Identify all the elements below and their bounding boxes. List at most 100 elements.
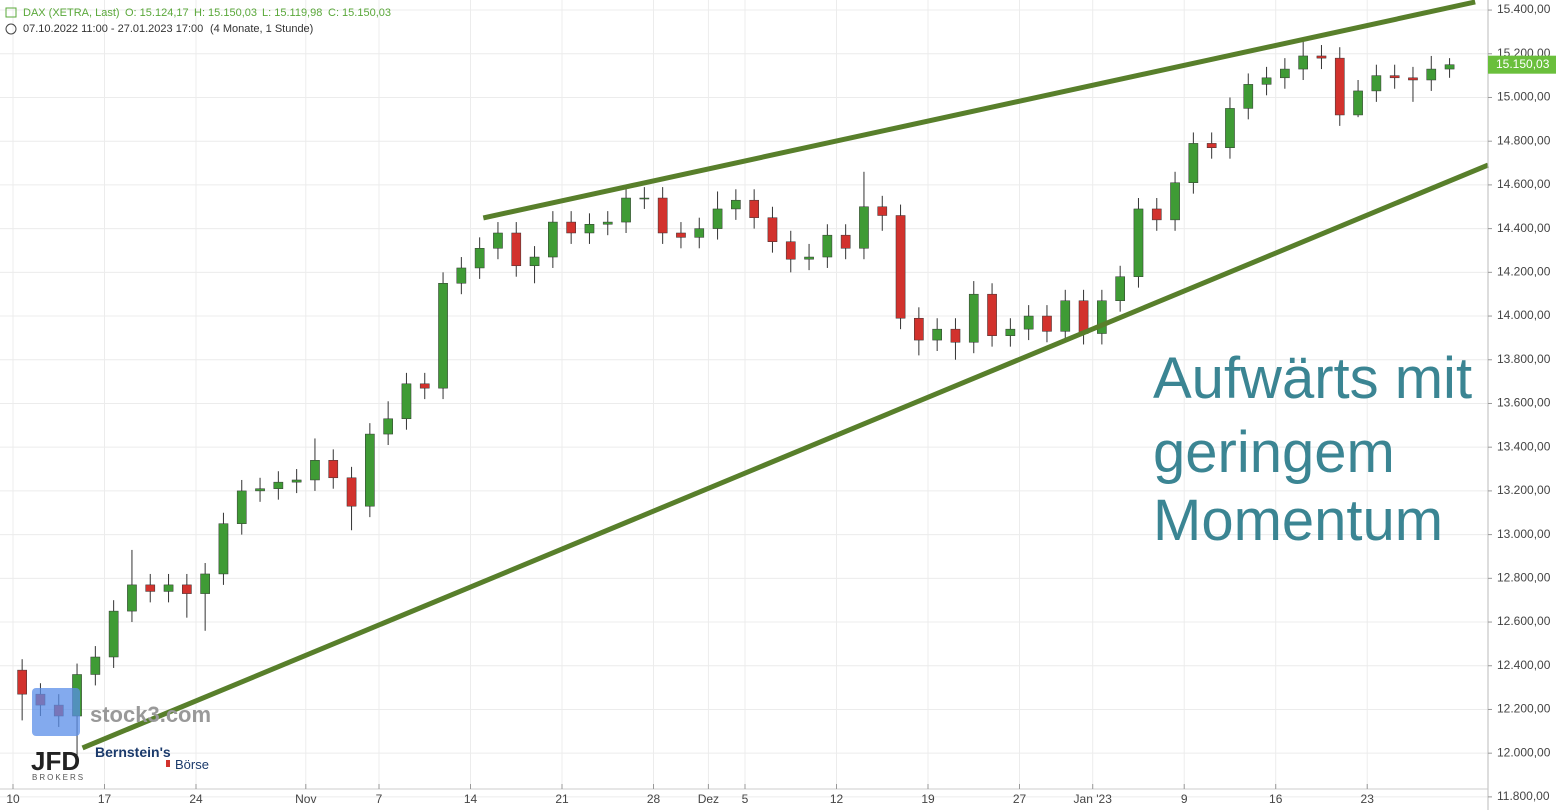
candle-body [1023,315,1034,330]
candle-body [108,610,119,658]
y-tick-label: 13.600,00 [1497,396,1551,410]
candle-body [1097,300,1107,334]
candle-body [968,293,979,343]
candle-body [1353,90,1363,116]
candle-body [877,206,888,216]
y-tick-label: 13.000,00 [1497,527,1551,541]
candle-body [840,234,851,249]
chart-icon [5,7,17,18]
candle-body [346,477,357,507]
x-tick-label: Dez [698,792,719,806]
candle-body [127,584,137,612]
candle-body [493,232,503,249]
candle-body [163,584,174,592]
candle-body [987,293,997,336]
candle-body [1334,57,1345,116]
annotation-line: Aufwärts mit [1153,346,1472,411]
candle-body [456,267,467,284]
candle-body [1060,300,1071,332]
candle-body [273,481,284,489]
candle-body [1371,75,1382,92]
y-tick-label: 12.200,00 [1497,702,1551,716]
candle-body [236,490,247,524]
bernstein-logo: Bernstein's [95,744,171,760]
stock3-text: stock3.com [90,702,211,727]
open-label: O: 15.124,17 [125,7,189,19]
y-tick-label: 14.200,00 [1497,265,1551,279]
candle-body [1206,143,1217,148]
stock3-logo [32,688,80,736]
last-price-label: 15.150,03 [1496,57,1550,71]
candle-body [1042,315,1052,332]
x-tick-label: 5 [742,792,749,806]
annotation-line: geringem [1153,420,1395,485]
candle-body [731,199,741,210]
x-tick-label: 12 [830,792,844,806]
candle-body [584,223,595,234]
candle-body [602,221,613,225]
y-tick-label: 15.400,00 [1497,2,1551,16]
candle-body [218,523,229,575]
boerse-text: Börse [175,757,209,772]
candle-body [1151,208,1162,221]
candle-body [511,232,522,267]
candle-body [17,669,27,695]
x-tick-label: 16 [1269,792,1283,806]
x-tick-label: 19 [921,792,935,806]
candle-body [145,584,156,592]
y-tick-label: 14.000,00 [1497,308,1551,322]
candle-body [1005,328,1016,336]
candle-body [932,328,942,341]
annotation: Aufwärts mit geringem Momentum [1153,346,1472,553]
candle-body [566,221,576,234]
candle-body [712,208,723,229]
candle-body [548,221,558,258]
candle-body [1170,182,1180,221]
candle-body [895,215,906,319]
candle-body [950,328,961,343]
candle-body [1389,75,1400,79]
y-tick-label: 13.400,00 [1497,439,1551,453]
x-tick-label: Jan '23 [1074,792,1113,806]
x-tick-label: 28 [647,792,661,806]
y-tick-label: 12.400,00 [1497,658,1551,672]
candle-body [419,383,430,389]
candle-body [401,383,412,420]
y-tick-label: 12.800,00 [1497,570,1551,584]
candle-body [1280,68,1290,79]
close-label: C: 15.150,03 [328,7,391,19]
candle-body [200,573,210,594]
candle-body [1298,55,1308,70]
logos: stock3.com JFD BROKERS Bernstein's Börse [31,688,211,782]
candle-body [474,248,485,269]
last-price-box [1488,55,1556,74]
grid [0,0,1488,798]
candle-body [639,197,650,200]
candle-body [383,418,393,435]
y-tick-label: 12.600,00 [1497,614,1551,628]
candle-body [1188,143,1199,183]
jfd-logo: JFD [31,746,80,776]
high-label: H: 15.150,03 [194,7,257,19]
candle-body [694,228,705,238]
x-tick-label: 14 [464,792,478,806]
candle-body [1408,77,1418,81]
candle-body [822,234,833,258]
candle-body [255,488,265,492]
candle-body [438,283,448,389]
candle-body [1078,300,1089,334]
y-tick-label: 13.800,00 [1497,352,1551,366]
candle-body [1133,208,1144,277]
candle-body [1115,276,1125,301]
low-label: L: 15.119,98 [262,7,322,19]
candle-body [621,197,631,223]
candle-body [1426,68,1437,81]
y-tick-label: 14.400,00 [1497,221,1551,235]
candle-body [529,256,540,267]
candle-body [1225,108,1235,148]
y-tick-label: 13.200,00 [1497,483,1551,497]
trendline [81,162,1489,751]
candle-body [310,460,320,481]
candle-body [657,197,668,234]
